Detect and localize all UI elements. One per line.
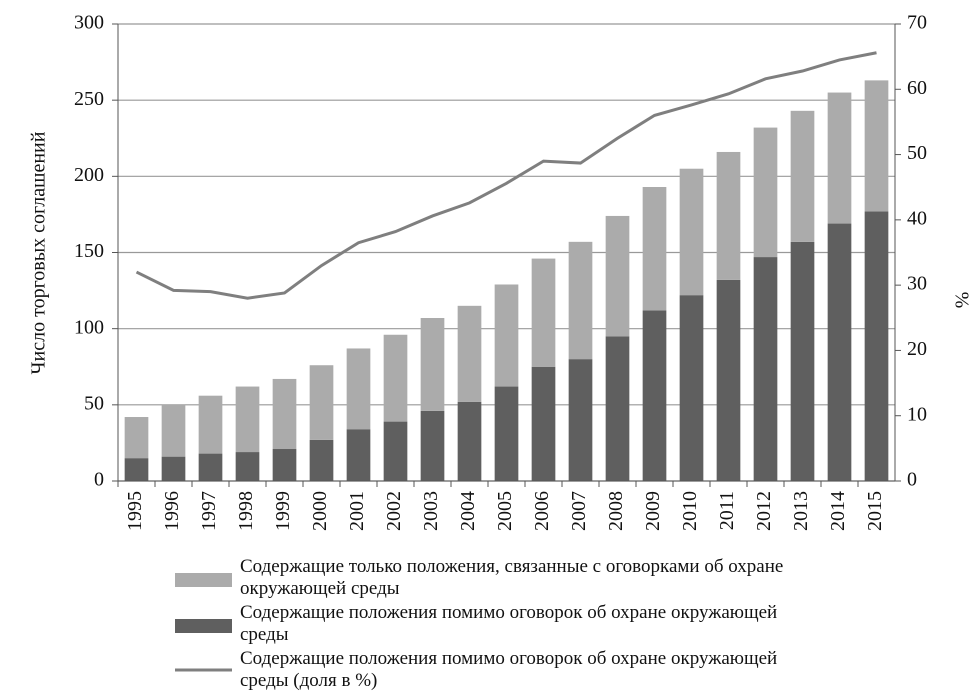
- bar: [272, 378, 297, 450]
- bar: [642, 310, 667, 481]
- bar: [124, 417, 149, 459]
- x-tick-label: 2015: [864, 491, 886, 531]
- bar: [235, 452, 260, 481]
- y2-axis-label: %: [950, 292, 972, 309]
- y-tick-label: 200: [74, 164, 104, 186]
- bar: [790, 110, 815, 242]
- bar: [494, 284, 519, 387]
- x-tick-label: 1998: [235, 491, 257, 531]
- x-tick-label: 2010: [679, 491, 701, 531]
- bar: [420, 410, 445, 481]
- bar: [198, 453, 223, 481]
- legend-swatch: [175, 573, 232, 587]
- x-tick-label: 2009: [642, 491, 664, 531]
- bar: [864, 80, 889, 212]
- bar: [309, 439, 334, 481]
- x-tick-label: 2011: [716, 491, 738, 530]
- bar: [827, 223, 852, 481]
- x-tick-label: 2007: [568, 491, 590, 531]
- bar: [679, 168, 704, 296]
- y-tick-label: 250: [74, 88, 104, 110]
- line: [135, 51, 877, 300]
- bar: [272, 449, 297, 481]
- x-tick-label: 2012: [753, 491, 775, 531]
- y2-tick-label: 70: [907, 12, 927, 34]
- x-tick-label: 1995: [124, 491, 146, 531]
- bar: [568, 241, 593, 360]
- y-tick-label: 300: [74, 12, 104, 34]
- bar: [383, 334, 408, 422]
- legend-swatch: [175, 619, 232, 633]
- x-tick-label: 2006: [531, 491, 553, 531]
- bar: [309, 365, 334, 440]
- bar: [827, 92, 852, 224]
- y-tick-label: 50: [84, 392, 104, 414]
- bar: [716, 279, 741, 481]
- bar: [753, 127, 778, 258]
- x-tick-label: 2001: [346, 491, 368, 531]
- bar: [494, 386, 519, 481]
- bar: [864, 211, 889, 481]
- y-tick-label: 0: [94, 469, 104, 491]
- bar: [198, 395, 223, 454]
- bar: [568, 359, 593, 481]
- x-tick-label: 1997: [198, 491, 220, 531]
- bar: [642, 186, 667, 311]
- y-tick-label: 150: [74, 240, 104, 262]
- x-tick-label: 1999: [272, 491, 294, 531]
- x-tick-label: 2004: [457, 491, 479, 531]
- x-tick-label: 2014: [827, 491, 849, 531]
- legend-label: Содержащие положения помимо оговорок об …: [240, 648, 778, 691]
- legend-label: Содержащие только положения, связанные с…: [240, 556, 784, 599]
- y2-tick-label: 60: [907, 77, 927, 99]
- bar: [161, 404, 186, 457]
- legend-label: Содержащие положения помимо оговорок об …: [240, 602, 778, 645]
- bar: [383, 421, 408, 481]
- x-tick-label: 2002: [383, 491, 405, 531]
- y-tick-label: 100: [74, 316, 104, 338]
- bar: [420, 318, 445, 411]
- y2-tick-label: 50: [907, 142, 927, 164]
- y2-tick-label: 10: [907, 403, 927, 425]
- x-tick-label: 2000: [309, 491, 331, 531]
- bar: [790, 241, 815, 481]
- x-tick-label: 2005: [494, 491, 516, 531]
- bar: [531, 258, 556, 367]
- y2-tick-label: 0: [907, 469, 917, 491]
- y2-tick-label: 40: [907, 207, 927, 229]
- bar: [753, 257, 778, 481]
- bar: [346, 429, 371, 481]
- y2-tick-label: 20: [907, 338, 927, 360]
- x-tick-label: 1996: [161, 491, 183, 531]
- bar: [605, 336, 630, 481]
- bar: [531, 366, 556, 481]
- bar: [457, 305, 482, 402]
- bar: [679, 295, 704, 481]
- bar: [124, 458, 149, 481]
- y2-tick-label: 30: [907, 273, 927, 295]
- bar: [161, 456, 186, 481]
- x-tick-label: 2003: [420, 491, 442, 531]
- bar: [716, 151, 741, 280]
- bar: [457, 401, 482, 481]
- bar: [605, 215, 630, 337]
- x-tick-label: 2008: [605, 491, 627, 531]
- bar: [346, 348, 371, 430]
- bar: [235, 386, 260, 453]
- x-tick-label: 2013: [790, 491, 812, 531]
- y-axis-label: Число торговых соглашений: [28, 131, 50, 374]
